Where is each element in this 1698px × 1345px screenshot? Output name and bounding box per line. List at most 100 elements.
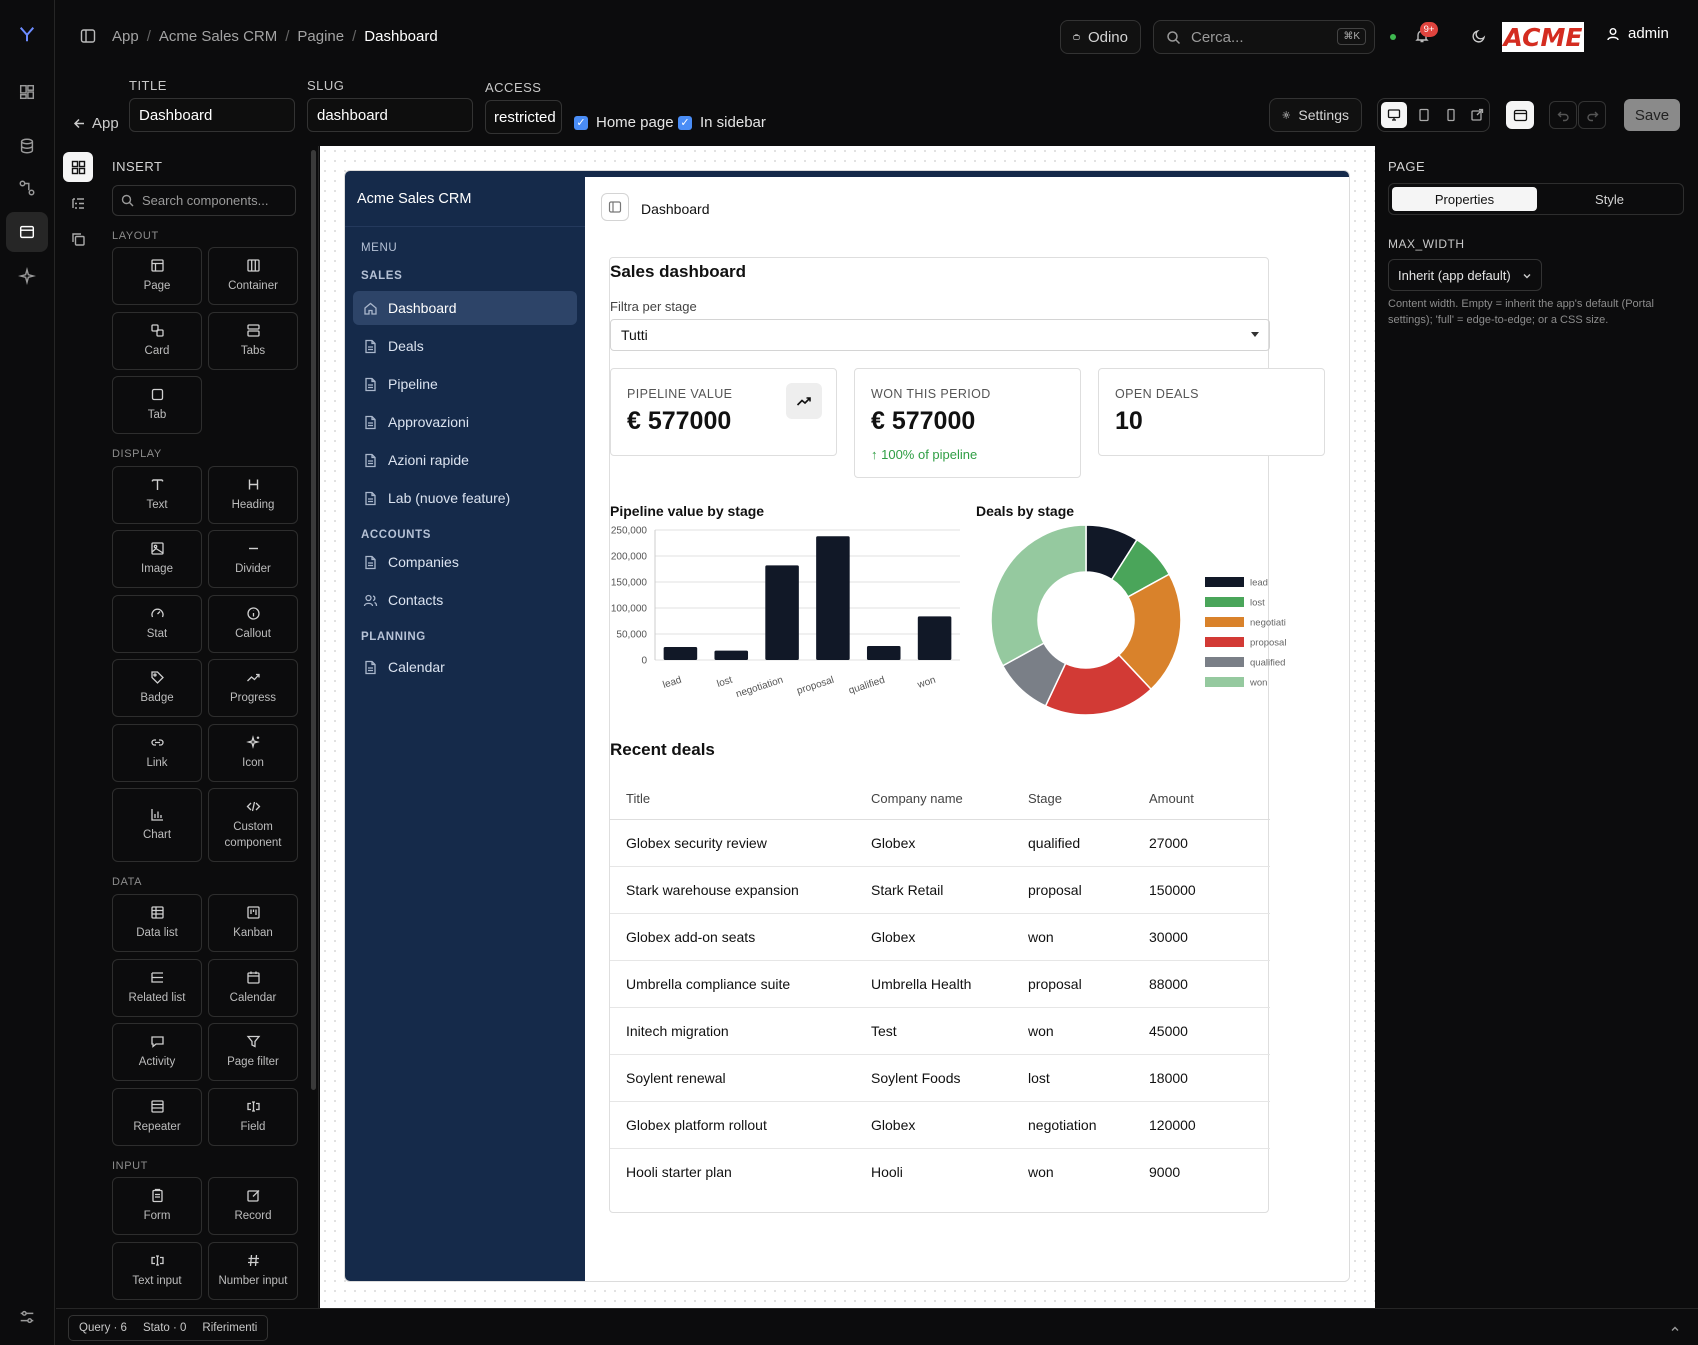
tile-image[interactable]: Image: [112, 530, 202, 588]
tile-custom-component[interactable]: Custom component: [208, 788, 298, 862]
in-sidebar-checkbox[interactable]: ✓ In sidebar: [678, 114, 766, 131]
insert-panel: INSERT Search components... LAYOUT Page …: [56, 146, 319, 1308]
tile-page-filter[interactable]: Page filter: [208, 1023, 298, 1081]
table-row[interactable]: Hooli starter plan Hooli won 9000: [610, 1149, 1270, 1196]
max-width-select[interactable]: Inherit (app default): [1388, 259, 1542, 291]
breadcrumb-pages[interactable]: Pagine: [297, 28, 345, 45]
tile-callout[interactable]: Callout: [208, 595, 298, 653]
tile-container[interactable]: Container: [208, 247, 298, 305]
save-button[interactable]: Save: [1624, 99, 1680, 131]
table-cell: 9000: [1149, 1164, 1181, 1180]
tile-divider[interactable]: Divider: [208, 530, 298, 588]
file-icon: [365, 555, 376, 569]
nav-lab[interactable]: Lab (nuove feature): [353, 481, 577, 515]
debug-pill[interactable]: Query · 6 Stato · 0 Riferimenti: [68, 1315, 269, 1341]
mobile-view-icon[interactable]: [1438, 102, 1464, 128]
environment-button[interactable]: Odino: [1060, 20, 1141, 54]
tile-page[interactable]: Page: [112, 247, 202, 305]
tile-kanban[interactable]: Kanban: [208, 894, 298, 952]
app-logo-icon[interactable]: [6, 14, 48, 54]
tile-badge[interactable]: Badge: [112, 659, 202, 717]
global-search[interactable]: Cerca... ⌘K: [1153, 20, 1375, 54]
tile-activity[interactable]: Activity: [112, 1023, 202, 1081]
nav-dashboard[interactable]: Dashboard: [353, 291, 577, 325]
column-title[interactable]: Title: [626, 791, 651, 806]
settings-button[interactable]: Settings: [1269, 98, 1362, 132]
breadcrumb-app-name[interactable]: Acme Sales CRM: [158, 28, 278, 45]
tile-icon[interactable]: Icon: [208, 724, 298, 782]
tile-chart[interactable]: Chart: [112, 788, 202, 862]
components-tab-icon[interactable]: [63, 152, 93, 182]
nav-companies[interactable]: Companies: [353, 545, 577, 579]
tile-label: Heading: [231, 498, 275, 511]
home-page-checkbox[interactable]: ✓ Home page: [574, 114, 674, 131]
column-company[interactable]: Company name: [871, 791, 963, 806]
tile-tabs[interactable]: Tabs: [208, 312, 298, 370]
database-icon[interactable]: [6, 126, 48, 166]
tile-tab[interactable]: Tab: [112, 376, 202, 434]
nav-calendar[interactable]: Calendar: [353, 650, 577, 684]
stage-filter-select[interactable]: Tutti: [610, 319, 1270, 351]
tile-number-input[interactable]: Number input: [208, 1242, 298, 1300]
theme-moon-icon[interactable]: [1471, 28, 1487, 47]
query-count[interactable]: Query · 6: [79, 1322, 127, 1334]
sidebar-toggle-icon[interactable]: [80, 28, 96, 47]
browser-preview-icon[interactable]: [1506, 101, 1534, 129]
table-row[interactable]: Initech migration Test won 45000: [610, 1008, 1270, 1055]
chevron-up-icon[interactable]: [1670, 1321, 1680, 1337]
nav-contacts[interactable]: Contacts: [353, 583, 577, 617]
tile-link[interactable]: Link: [112, 724, 202, 782]
nav-approvazioni[interactable]: Approvazioni: [353, 405, 577, 439]
tile-heading[interactable]: Heading: [208, 466, 298, 524]
redo-icon[interactable]: [1578, 101, 1606, 129]
outline-tab-icon[interactable]: [63, 188, 93, 218]
tile-field[interactable]: Field: [208, 1088, 298, 1146]
nav-deals[interactable]: Deals: [353, 329, 577, 363]
tile-progress[interactable]: Progress: [208, 659, 298, 717]
column-amount[interactable]: Amount: [1149, 791, 1194, 806]
tile-calendar[interactable]: Calendar: [208, 959, 298, 1017]
slug-input[interactable]: dashboard: [307, 98, 473, 132]
home-icon: [364, 302, 377, 315]
back-to-app-link[interactable]: App: [73, 115, 119, 132]
ai-sparkle-icon[interactable]: [6, 256, 48, 296]
tile-form[interactable]: Form: [112, 1177, 202, 1235]
tile-card[interactable]: Card: [112, 312, 202, 370]
dashboard-grid-icon[interactable]: [6, 72, 48, 112]
column-stage[interactable]: Stage: [1028, 791, 1062, 806]
table-row[interactable]: Umbrella compliance suite Umbrella Health…: [610, 961, 1270, 1008]
pages-icon[interactable]: [6, 212, 48, 252]
workflow-icon[interactable]: [6, 168, 48, 208]
insert-scrollbar[interactable]: [311, 150, 316, 1090]
copy-tab-icon[interactable]: [63, 224, 93, 254]
tile-stat[interactable]: Stat: [112, 595, 202, 653]
tile-repeater[interactable]: Repeater: [112, 1088, 202, 1146]
user-menu[interactable]: admin: [1606, 25, 1669, 42]
table-row[interactable]: Soylent renewal Soylent Foods lost 18000: [610, 1055, 1270, 1102]
title-input[interactable]: Dashboard: [129, 98, 295, 132]
references-link[interactable]: Riferimenti: [202, 1322, 258, 1334]
tile-data-list[interactable]: Data list: [112, 894, 202, 952]
table-row[interactable]: Globex add-on seats Globex won 30000: [610, 914, 1270, 961]
table-row[interactable]: Globex security review Globex qualified 270…: [610, 820, 1270, 867]
tablet-view-icon[interactable]: [1411, 102, 1437, 128]
app-sidebar-toggle-icon[interactable]: [601, 193, 629, 221]
table-row[interactable]: Stark warehouse expansion Stark Retail pro…: [610, 867, 1270, 914]
state-count[interactable]: Stato · 0: [142, 1322, 187, 1334]
undo-icon[interactable]: [1549, 101, 1577, 129]
tile-text-input[interactable]: Text input: [112, 1242, 202, 1300]
nav-pipeline[interactable]: Pipeline: [353, 367, 577, 401]
tile-record[interactable]: Record: [208, 1177, 298, 1235]
tile-text[interactable]: Text: [112, 466, 202, 524]
tile-related-list[interactable]: Related list: [112, 959, 202, 1017]
nav-azioni-rapide[interactable]: Azioni rapide: [353, 443, 577, 477]
desktop-view-icon[interactable]: [1381, 102, 1407, 128]
component-search-input[interactable]: Search components...: [112, 185, 296, 216]
tab-properties[interactable]: Properties: [1392, 187, 1537, 211]
open-external-icon[interactable]: [1464, 102, 1490, 128]
access-select[interactable]: restricted: [485, 100, 562, 134]
tab-style[interactable]: Style: [1595, 191, 1624, 207]
table-row[interactable]: Globex platform rollout Globex negotiation…: [610, 1102, 1270, 1149]
breadcrumb-app[interactable]: App: [112, 28, 139, 45]
settings-sliders-icon[interactable]: [6, 1297, 48, 1337]
